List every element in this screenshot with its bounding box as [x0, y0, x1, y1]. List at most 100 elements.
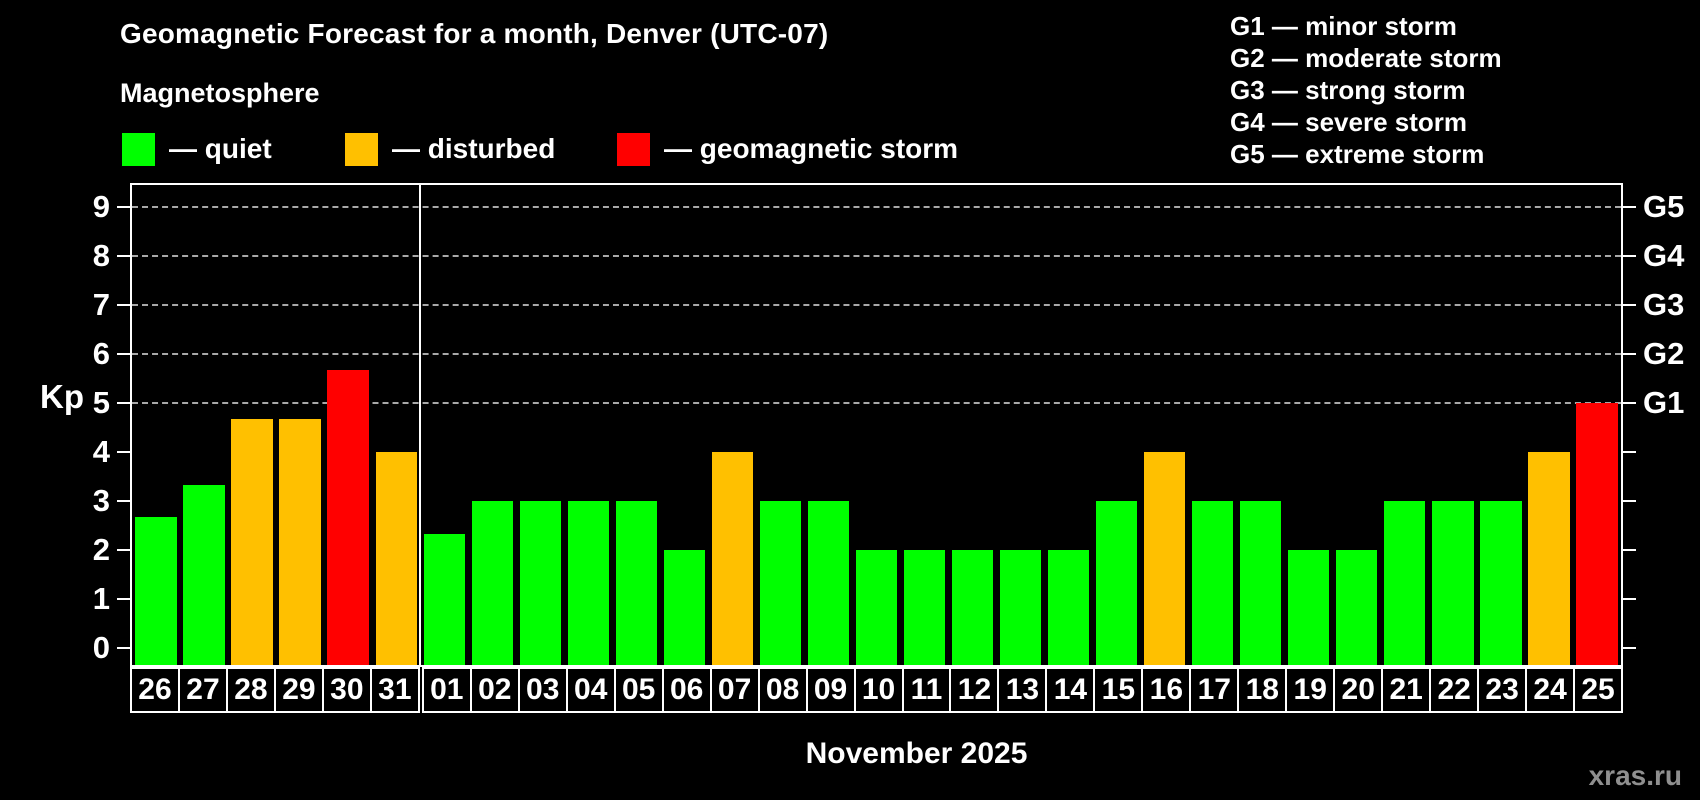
bar-slot-15 [1093, 185, 1141, 665]
right-axis-label-g2: G2 [1643, 335, 1685, 371]
date-box-11: 11 [901, 667, 952, 713]
y-tick-label-8: 8 [92, 238, 110, 274]
bar-slot-12 [949, 185, 997, 665]
left-tick-6 [117, 352, 130, 355]
bar-slot-28 [228, 185, 276, 665]
legend-item-disturbed: — disturbed [345, 130, 555, 168]
right-tick-1 [1623, 597, 1636, 600]
gridline-kp-7 [132, 304, 1621, 306]
bar-slot-29 [276, 185, 324, 665]
bar-slot-17 [1189, 185, 1237, 665]
kp-bar-23 [1480, 500, 1522, 665]
kp-bar-18 [1240, 500, 1282, 665]
date-box-03: 03 [517, 667, 568, 713]
date-box-12: 12 [949, 667, 1000, 713]
kp-bar-04 [567, 500, 609, 665]
bar-slot-30 [324, 185, 372, 665]
left-tick-2 [117, 548, 130, 551]
bar-slot-13 [997, 185, 1045, 665]
y-tick-label-5: 5 [92, 384, 110, 420]
g3-legend-line: G3 — strong storm [1230, 75, 1466, 105]
kp-bar-12 [951, 549, 994, 665]
y-tick-label-2: 2 [92, 531, 110, 567]
kp-bar-31 [375, 451, 417, 665]
bar-slot-14 [1045, 185, 1093, 665]
legend-item-label: — disturbed [392, 133, 556, 164]
kp-bar-28 [231, 419, 273, 665]
bar-slot-07 [708, 185, 756, 665]
kp-bar-07 [711, 451, 754, 665]
watermark: xras.ru [1588, 760, 1682, 791]
date-box-17: 17 [1189, 667, 1240, 713]
status-legend: — quiet — disturbed — geomagnetic storm [0, 130, 1000, 168]
left-tick-3 [117, 499, 130, 502]
date-box-08: 08 [757, 667, 808, 713]
kp-bar-16 [1144, 451, 1186, 665]
kp-bar-05 [615, 500, 657, 665]
y-tick-label-0: 0 [92, 629, 110, 665]
y-tick-label-4: 4 [92, 433, 110, 469]
date-box-02: 02 [469, 667, 520, 713]
kp-bar-19 [1288, 549, 1330, 665]
y-tick-label-6: 6 [92, 335, 110, 371]
bar-slot-31 [372, 185, 420, 665]
legend-item-label: — quiet [169, 133, 272, 164]
bar-slot-01 [420, 185, 468, 665]
chart-subtitle: Magnetosphere [120, 78, 320, 108]
page-title: Geomagnetic Forecast for a month, Denver… [120, 18, 829, 49]
storm-color-swatch [617, 132, 650, 166]
bar-slot-16 [1141, 185, 1189, 665]
right-axis-label-g5: G5 [1643, 189, 1685, 225]
kp-bar-30 [327, 370, 369, 665]
kp-bar-20 [1336, 549, 1378, 665]
right-tick-3 [1623, 499, 1636, 502]
bar-slot-11 [901, 185, 949, 665]
date-box-18: 18 [1237, 667, 1288, 713]
bar-slot-08 [756, 185, 804, 665]
date-box-21: 21 [1381, 667, 1432, 713]
right-tick-6 [1623, 352, 1636, 355]
g-scale-legend: G1 — minor storm G2 — moderate storm G3 … [1230, 10, 1502, 170]
left-tick-8 [117, 255, 130, 258]
bar-slot-04 [564, 185, 612, 665]
kp-bar-10 [855, 549, 898, 665]
month-separator-line [419, 185, 422, 665]
date-box-24: 24 [1525, 667, 1576, 713]
disturbed-color-swatch [345, 132, 378, 166]
kp-bar-chart-plot-area: 0 1 2 3 4 5 6 7 8 9 G1 G2 G3 G4 G5 [93, 183, 1684, 667]
legend-item-quiet: — quiet [122, 130, 272, 168]
date-box-04: 04 [565, 667, 616, 713]
left-tick-1 [117, 597, 130, 600]
kp-bar-11 [903, 549, 946, 665]
y-tick-label-7: 7 [92, 287, 110, 322]
gridline-kp-5 [132, 401, 1621, 404]
bar-slot-27 [180, 185, 228, 665]
date-box-20: 20 [1333, 667, 1384, 713]
date-box-19: 19 [1285, 667, 1336, 713]
kp-bar-27 [183, 484, 225, 665]
kp-bar-24 [1528, 451, 1570, 665]
gridline-kp-6 [132, 352, 1621, 355]
date-box-15: 15 [1093, 667, 1144, 713]
right-tick-7 [1623, 304, 1636, 306]
y-tick-label-1: 1 [92, 580, 110, 616]
left-tick-0 [117, 646, 130, 649]
kp-bar-25 [1576, 402, 1618, 665]
date-box-05: 05 [613, 667, 664, 713]
kp-bar-06 [663, 549, 705, 665]
date-box-29: 29 [273, 667, 324, 713]
right-tick-9 [1623, 206, 1636, 209]
kp-bar-22 [1432, 500, 1474, 665]
x-axis-date-row: 26 27 28 29 30 31 01 02 03 04 05 06 07 08 09 10 11 12 13 14… [130, 667, 1624, 713]
g2-legend-line: G2 — moderate storm [1230, 43, 1502, 73]
left-tick-7 [117, 304, 130, 306]
bar-slot-22 [1429, 185, 1477, 665]
kp-bar-03 [519, 500, 561, 665]
date-box-10: 10 [853, 667, 904, 713]
left-tick-9 [117, 206, 130, 209]
date-box-31: 31 [369, 667, 420, 713]
bar-slot-25 [1573, 185, 1621, 665]
g1-legend-line: G1 — minor storm [1230, 11, 1457, 41]
date-box-27: 27 [177, 667, 228, 713]
right-axis-label-g1: G1 [1643, 384, 1685, 420]
